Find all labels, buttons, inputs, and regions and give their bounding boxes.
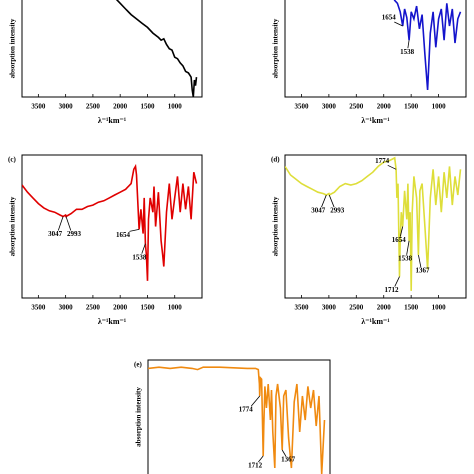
x-tick-label: 1500 bbox=[404, 304, 419, 312]
annotation-label: 1774 bbox=[375, 157, 390, 165]
annotation-leader bbox=[399, 226, 404, 237]
annotation-label: 3047 bbox=[311, 207, 326, 215]
annotation-label: 1712 bbox=[385, 286, 400, 294]
annotation-leader bbox=[129, 228, 140, 232]
x-tick-label: 2500 bbox=[349, 304, 364, 312]
annotation-label: 1654 bbox=[382, 14, 397, 22]
annotation-label: 1654 bbox=[392, 236, 407, 244]
annotation-leader bbox=[394, 276, 400, 287]
annotation-label: 1367 bbox=[415, 267, 430, 275]
x-tick-label: 1000 bbox=[432, 304, 447, 312]
x-tick-label: 1000 bbox=[168, 103, 183, 111]
x-tick-label: 3500 bbox=[31, 304, 46, 312]
x-axis-label: λ⁻¹km⁻¹ bbox=[361, 116, 390, 125]
panel-label: (c) bbox=[8, 156, 16, 164]
y-axis-label: absorption intensity bbox=[9, 18, 17, 78]
spectrum-line bbox=[285, 156, 462, 291]
annotation-leader bbox=[141, 243, 146, 254]
annotation-label: 1367 bbox=[281, 456, 296, 464]
panel-label: (d) bbox=[271, 156, 280, 164]
x-axis-label: λ⁻¹km⁻¹ bbox=[361, 317, 390, 326]
x-tick-label: 1000 bbox=[168, 304, 183, 312]
annotation-label: 1712 bbox=[248, 462, 263, 470]
x-tick-label: 2000 bbox=[377, 304, 392, 312]
annotation-leader bbox=[407, 40, 410, 49]
annotation-leader bbox=[328, 194, 335, 208]
annotation-label: 2993 bbox=[330, 207, 345, 215]
annotation-leader bbox=[258, 455, 264, 463]
x-tick-label: 3000 bbox=[59, 103, 74, 111]
x-tick-label: 2000 bbox=[113, 103, 128, 111]
plot-frame bbox=[147, 359, 331, 474]
annotation-label: 1538 bbox=[132, 253, 147, 261]
annotation-leader bbox=[57, 216, 64, 231]
annotation-label: 1538 bbox=[398, 254, 413, 262]
annotation-leader bbox=[65, 216, 72, 231]
x-tick-label: 2500 bbox=[349, 103, 364, 111]
x-tick-label: 3500 bbox=[31, 103, 46, 111]
x-tick-label: 3500 bbox=[294, 103, 309, 111]
annotation-leader bbox=[387, 164, 397, 170]
panel-label: (e) bbox=[134, 361, 142, 369]
plot-frame bbox=[284, 0, 467, 98]
x-tick-label: 3500 bbox=[294, 304, 309, 312]
spectrum-line bbox=[22, 163, 198, 281]
annotation-leader bbox=[281, 449, 287, 457]
x-tick-label: 1000 bbox=[432, 103, 447, 111]
spectrum-line bbox=[393, 0, 462, 90]
spectrum-line bbox=[115, 0, 198, 97]
x-tick-label: 3000 bbox=[322, 103, 337, 111]
x-tick-label: 3000 bbox=[322, 304, 337, 312]
annotation-leader bbox=[321, 194, 327, 208]
x-tick-label: 3000 bbox=[59, 304, 74, 312]
plot-frame bbox=[21, 0, 203, 98]
annotation-label: 2993 bbox=[67, 230, 82, 238]
annotation-label: 1774 bbox=[239, 406, 254, 414]
y-axis-label: absorption intensity bbox=[9, 196, 17, 256]
plot-frame bbox=[21, 154, 203, 299]
annotation-label: 1538 bbox=[400, 48, 415, 56]
y-axis-label: absorption intensity bbox=[135, 387, 143, 447]
x-tick-label: 1500 bbox=[140, 103, 155, 111]
y-axis-label: absorption intensity bbox=[272, 196, 280, 256]
x-tick-label: 1500 bbox=[140, 304, 155, 312]
x-tick-label: 2500 bbox=[86, 103, 101, 111]
y-axis-label: absorption intensity bbox=[272, 18, 280, 78]
x-tick-label: 2500 bbox=[86, 304, 101, 312]
annotation-label: 1654 bbox=[116, 231, 131, 239]
x-axis-label: λ⁻¹km⁻¹ bbox=[98, 116, 127, 125]
x-axis-label: λ⁻¹km⁻¹ bbox=[98, 317, 127, 326]
annotation-leader bbox=[394, 21, 403, 27]
plot-frame bbox=[284, 154, 467, 299]
x-tick-label: 1500 bbox=[404, 103, 419, 111]
annotation-label: 3047 bbox=[48, 230, 63, 238]
x-tick-label: 2000 bbox=[377, 103, 392, 111]
annotation-leader bbox=[406, 240, 410, 255]
x-tick-label: 2000 bbox=[113, 304, 128, 312]
annotation-leader bbox=[251, 395, 261, 407]
spectrum-line bbox=[148, 366, 326, 474]
annotation-leader bbox=[418, 255, 422, 268]
